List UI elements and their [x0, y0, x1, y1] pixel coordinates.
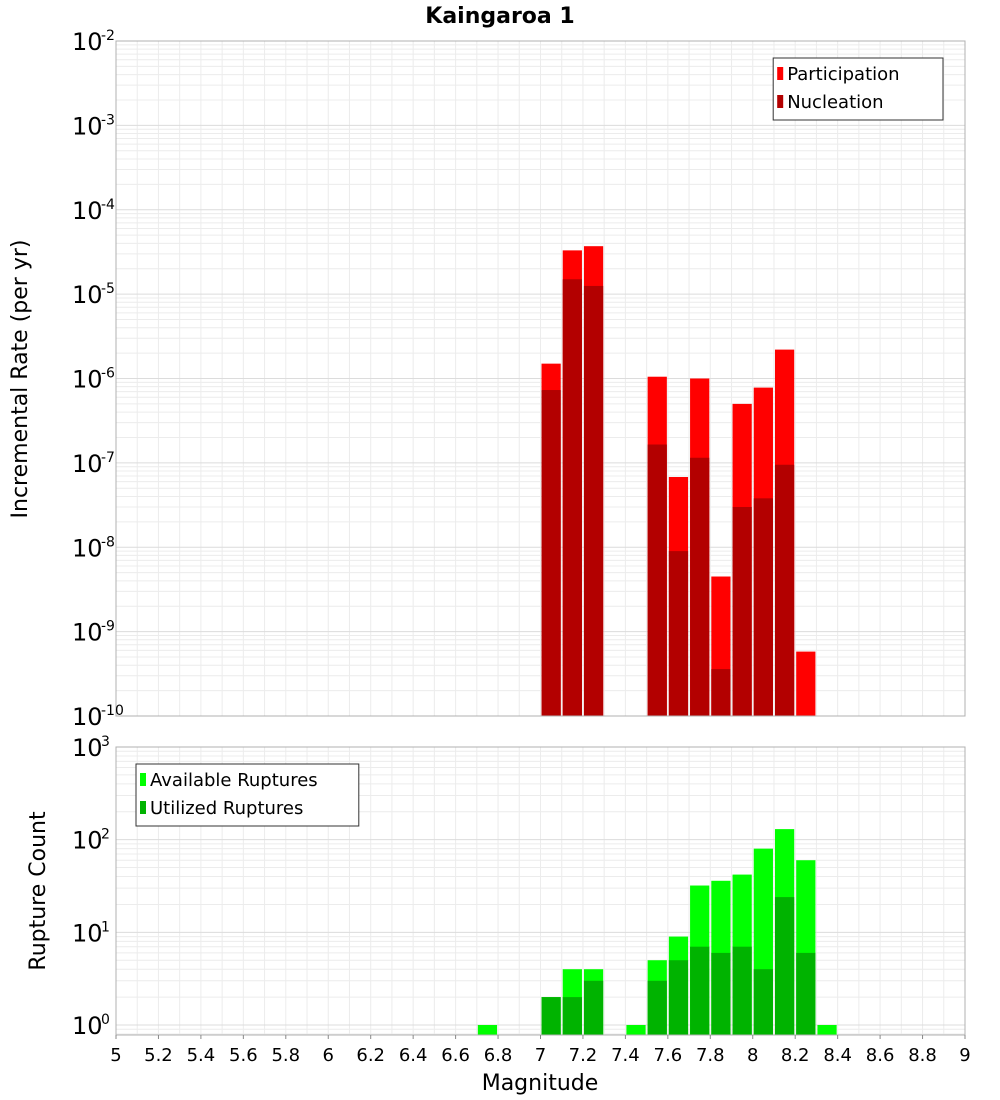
available-ruptures-bar	[626, 1025, 646, 1035]
nucleation-bar	[690, 457, 710, 716]
x-tick-label: 8.8	[908, 1045, 937, 1066]
x-tick-label: 5	[110, 1045, 121, 1066]
x-tick-label: 8.4	[823, 1045, 852, 1066]
participation-bar	[796, 651, 816, 716]
utilized-ruptures-bar	[690, 946, 710, 1035]
top-y-tick-exponent: -7	[101, 450, 115, 466]
top-y-axis-label: Incremental Rate (per yr)	[8, 240, 33, 519]
bottom-y-tick-label: 10	[72, 827, 103, 855]
utilized-ruptures-bar	[562, 997, 582, 1035]
x-tick-label: 7.4	[611, 1045, 640, 1066]
bottom-y-tick-exponent: 2	[101, 827, 110, 843]
nucleation-bar	[562, 279, 582, 716]
top-legend: Participation Nucleation	[772, 57, 944, 121]
top-y-tick-label: 10	[72, 28, 103, 56]
available-ruptures-bar	[817, 1025, 837, 1035]
top-y-tick-exponent: -5	[101, 281, 115, 297]
top-y-tick-exponent: -3	[101, 112, 115, 128]
utilized-ruptures-bar	[583, 980, 604, 1035]
top-y-tick-label: 10	[72, 112, 103, 140]
top-y-tick-label: 10	[72, 450, 103, 478]
legend-box	[772, 57, 944, 121]
x-tick-label: 9	[959, 1045, 970, 1066]
top-y-tick-label: 10	[72, 703, 103, 731]
bottom-y-tick-label: 10	[72, 734, 103, 762]
x-tick-label: 7.2	[569, 1045, 598, 1066]
x-tick-label: 7	[535, 1045, 546, 1066]
top-y-tick-label: 10	[72, 281, 103, 309]
x-tick-label: 6.2	[356, 1045, 385, 1066]
legend-swatch	[140, 801, 146, 814]
legend-label: Available Ruptures	[150, 770, 318, 791]
bottom-y-tick-label: 10	[72, 1012, 103, 1040]
top-y-tick-exponent: -8	[101, 534, 115, 550]
legend-swatch	[140, 773, 146, 786]
top-y-tick-exponent: -2	[101, 28, 115, 44]
x-tick-label: 5.4	[187, 1045, 216, 1066]
x-tick-label: 6.4	[399, 1045, 428, 1066]
chart-title: Kaingaroa 1	[425, 4, 574, 29]
nucleation-bar	[541, 390, 561, 716]
x-tick-label: 8	[747, 1045, 758, 1066]
top-y-tick-label: 10	[72, 197, 103, 225]
utilized-ruptures-bar	[647, 980, 667, 1035]
utilized-ruptures-bar	[753, 969, 773, 1035]
legend-label: Utilized Ruptures	[150, 798, 303, 819]
x-tick-label: 7.6	[654, 1045, 683, 1066]
x-tick-label: 7.8	[696, 1045, 725, 1066]
top-plot-area: 10-210-310-410-510-610-710-810-910-10Par…	[72, 28, 966, 731]
x-tick-label: 5.8	[271, 1045, 300, 1066]
top-y-tick-exponent: -6	[101, 366, 115, 382]
utilized-ruptures-bar	[774, 897, 795, 1035]
bottom-y-tick-exponent: 1	[101, 919, 110, 935]
available-ruptures-bar	[477, 1025, 498, 1035]
top-y-tick-label: 10	[72, 619, 103, 647]
top-y-tick-label: 10	[72, 366, 103, 394]
legend-label: Participation	[787, 64, 899, 85]
legend-label: Nucleation	[787, 92, 883, 113]
nucleation-bar	[732, 506, 752, 716]
x-tick-label: 6.6	[441, 1045, 470, 1066]
nucleation-bar	[647, 444, 667, 716]
top-y-tick-exponent: -10	[101, 703, 124, 719]
bottom-legend: Available Ruptures Utilized Ruptures	[135, 763, 360, 827]
bottom-y-tick-exponent: 3	[101, 734, 110, 750]
bottom-y-tick-label: 10	[72, 919, 103, 947]
legend-box	[135, 763, 360, 827]
x-tick-label: 5.2	[144, 1045, 173, 1066]
x-axis-label: Magnitude	[482, 1071, 599, 1096]
top-y-tick-exponent: -4	[101, 197, 115, 213]
x-tick-label: 6	[323, 1045, 334, 1066]
utilized-ruptures-bar	[796, 952, 816, 1035]
legend-swatch	[777, 67, 784, 80]
utilized-ruptures-bar	[711, 952, 731, 1035]
utilized-ruptures-bar	[541, 997, 561, 1035]
top-y-tick-label: 10	[72, 534, 103, 562]
bottom-y-tick-exponent: 0	[101, 1012, 110, 1028]
x-tick-label: 6.8	[484, 1045, 513, 1066]
nucleation-bar	[753, 498, 773, 716]
bottom-y-axis-label: Rupture Count	[26, 811, 51, 971]
utilized-ruptures-bar	[668, 960, 689, 1035]
legend-swatch	[777, 95, 784, 108]
nucleation-bar	[774, 464, 795, 716]
x-tick-label: 8.6	[866, 1045, 895, 1066]
top-plot-border	[115, 40, 966, 717]
x-tick-label: 8.2	[781, 1045, 810, 1066]
top-y-tick-exponent: -9	[101, 619, 115, 635]
nucleation-bar	[668, 551, 689, 716]
x-tick-label: 5.6	[229, 1045, 258, 1066]
nucleation-bar	[711, 669, 731, 716]
utilized-ruptures-bar	[732, 946, 752, 1035]
nucleation-bar	[583, 285, 604, 716]
